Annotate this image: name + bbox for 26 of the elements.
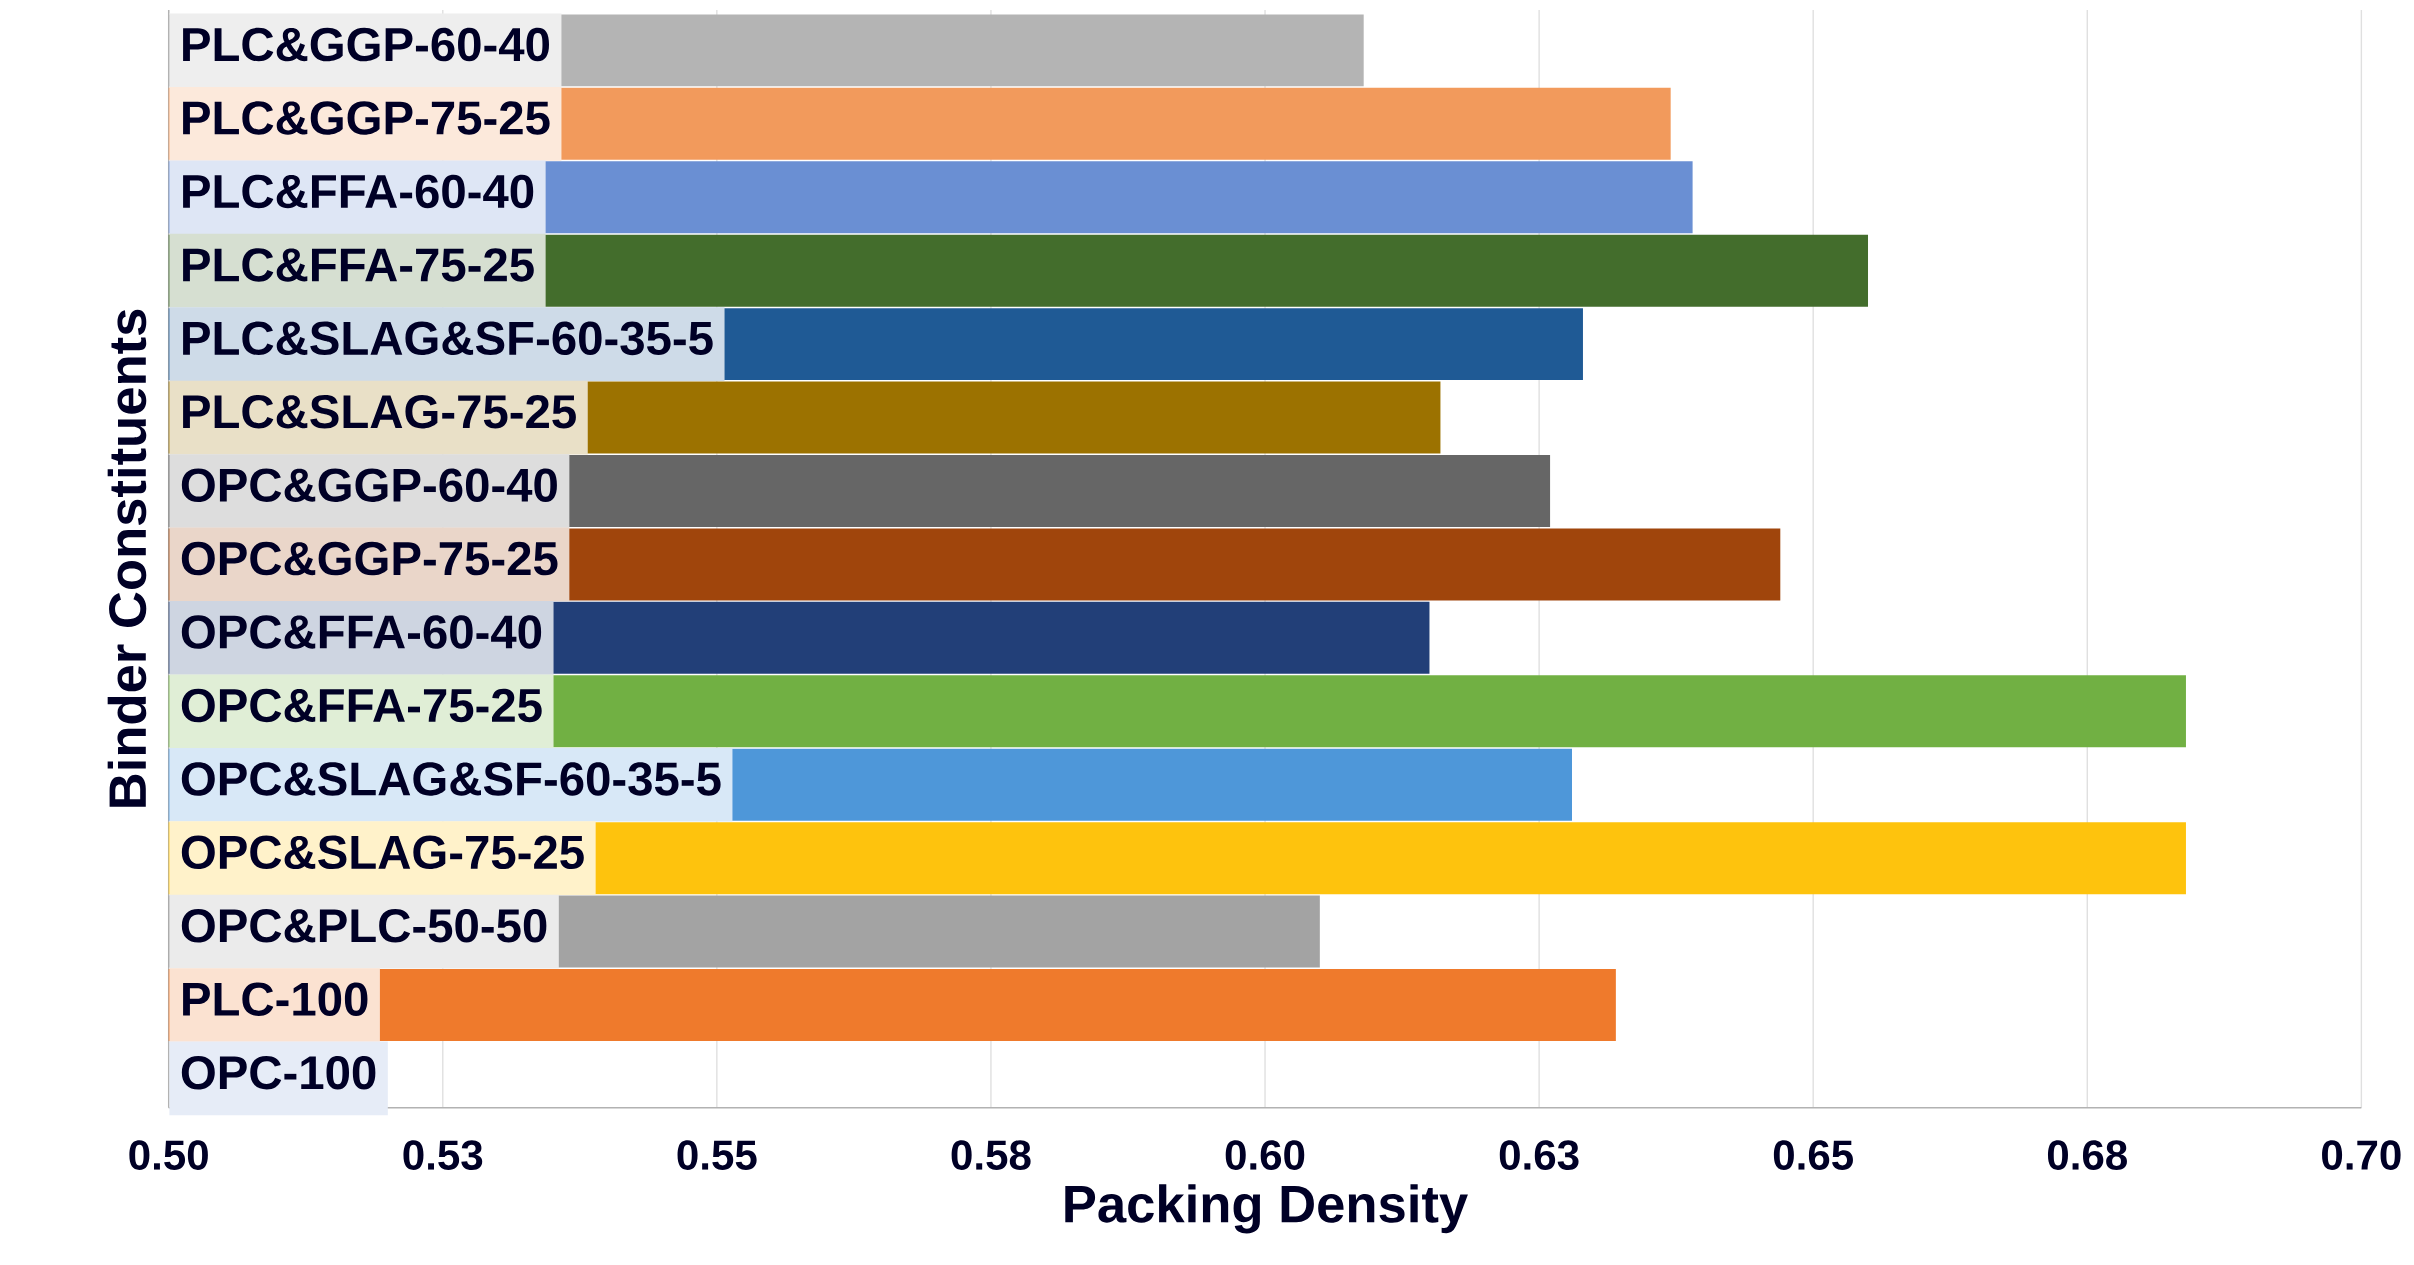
- y-tick-label: PLC&GGP-75-25: [183, 101, 550, 136]
- y-tick-label: OPC&FFA-60-40: [181, 615, 542, 650]
- x-tick-label: 0.63: [1499, 1140, 1579, 1171]
- y-tick-label: OPC-100: [181, 1056, 376, 1090]
- y-tick-label: OPC&GGP-75-25: [181, 542, 558, 576]
- y-tick-label: OPC&SLAG&SF-60-35-5: [181, 762, 721, 797]
- x-tick-label: 0.50: [129, 1140, 208, 1171]
- y-tick-label: OPC&SLAG-75-25: [181, 835, 584, 870]
- y-tick-label: OPC&GGP-60-40: [181, 468, 557, 503]
- y-tick-label: PLC&SLAG&SF-60-35-5: [183, 321, 713, 356]
- y-tick-label: PLC&FFA-60-40: [183, 174, 534, 209]
- x-tick-label: 0.53: [403, 1140, 483, 1171]
- x-tick-label: 0.55: [677, 1140, 757, 1171]
- x-tick-label: 0.65: [1773, 1140, 1853, 1171]
- x-tick-label: 0.68: [2047, 1140, 2127, 1171]
- x-axis-title: Packing Density: [1065, 1184, 1468, 1234]
- x-tick-label: 0.70: [2322, 1140, 2401, 1171]
- x-tick-label: 0.58: [951, 1140, 1031, 1171]
- y-tick-label: PLC&SLAG-75-25: [183, 395, 576, 429]
- y-tick-label: OPC&FFA-75-25: [181, 688, 542, 723]
- y-tick-label: PLC&FFA-75-25: [183, 248, 534, 282]
- y-tick-label: PLC&GGP-60-40: [183, 28, 550, 62]
- y-tick-label: PLC-100: [183, 982, 368, 1017]
- x-tick-label: 0.60: [1225, 1140, 1305, 1171]
- y-tick-label: OPC&PLC-50-50: [181, 909, 547, 943]
- y-axis-title: Binder Constituents: [107, 309, 147, 808]
